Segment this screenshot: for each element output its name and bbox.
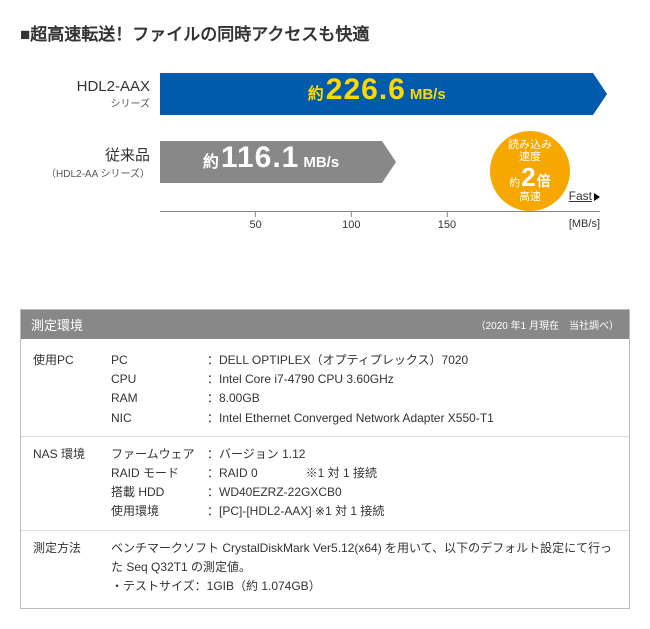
spec-category: 測定方法 (33, 539, 111, 597)
chart-axis: Fast [MB/s] 50100150 (160, 211, 600, 246)
arrow-right-icon (594, 193, 600, 201)
bar-old: 約116.1MB/s (160, 141, 382, 183)
spec-category: NAS 環境 (33, 445, 111, 522)
spec-line: RAID モード：RAID 0 ※1 対 1 接続 (111, 464, 617, 483)
spec-header-note: （2020 年1 月現在 当社調べ） (476, 317, 619, 332)
spec-line: 搭載 HDD：WD40EZRZ-22GXCB0 (111, 483, 617, 502)
spec-line: ファームウェア：バージョン 1.12 (111, 445, 617, 464)
spec-section: NAS 環境ファームウェア：バージョン 1.12RAID モード：RAID 0 … (21, 436, 629, 530)
axis-unit: [MB/s] (569, 218, 600, 230)
spec-section: 測定方法ベンチマークソフト CrystalDiskMark Ver5.12(x6… (21, 530, 629, 605)
badge-suffix: 倍 (537, 174, 551, 189)
spec-line: PC：DELL OPTIPLEX（オプティプレックス）7020 (111, 351, 617, 370)
page-title: ■超高速転送！ファイルの同時アクセスも快適 (20, 20, 630, 45)
spec-header-title: 測定環境 (31, 315, 83, 334)
spec-line: CPU：Intel Core i7-4790 CPU 3.60GHz (111, 370, 617, 389)
spec-section: 使用PCPC：DELL OPTIPLEX（オプティプレックス）7020CPU：I… (21, 343, 629, 436)
bar-aax: 約226.6MB/s (160, 73, 593, 115)
badge-line1: 読み込み (508, 139, 552, 151)
spec-header: 測定環境 （2020 年1 月現在 当社調べ） (21, 310, 629, 339)
bar-label-aax: HDL2-AAXシリーズ (20, 78, 160, 110)
spec-text: ベンチマークソフト CrystalDiskMark Ver5.12(x64) を… (111, 539, 617, 597)
badge-prefix: 約 (509, 177, 520, 189)
bar-label-old: 従来品（HDL2-AA シリーズ） (20, 144, 160, 180)
spec-category: 使用PC (33, 351, 111, 428)
tick-150: 150 (438, 212, 456, 231)
spec-line: NIC：Intel Ethernet Converged Network Ada… (111, 409, 617, 428)
spec-table: 測定環境 （2020 年1 月現在 当社調べ） 使用PCPC：DELL OPTI… (20, 309, 630, 609)
badge-number: 2 (521, 163, 535, 192)
badge-line2: 速度 (519, 151, 541, 163)
speed-chart: HDL2-AAXシリーズ約226.6MB/s従来品（HDL2-AA シリーズ）約… (20, 69, 630, 289)
tick-100: 100 (342, 212, 360, 231)
badge-line3: 高速 (519, 191, 541, 203)
fast-label: Fast (569, 189, 600, 203)
spec-line: RAM：8.00GB (111, 389, 617, 408)
bar-row-aax: HDL2-AAXシリーズ約226.6MB/s (20, 69, 630, 119)
tick-50: 50 (250, 212, 262, 231)
spec-line: 使用環境：[PC]-[HDL2-AAX] ※1 対 1 接続 (111, 502, 617, 521)
speed-badge: 読み込み 速度 約 2 倍 高速 (490, 131, 570, 211)
